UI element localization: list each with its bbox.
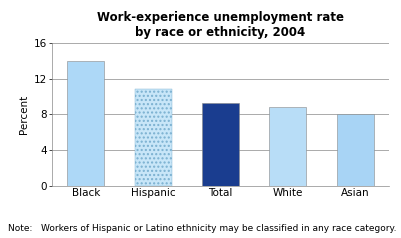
Bar: [67, 61, 104, 186]
Y-axis label: Percent: Percent: [19, 95, 29, 134]
Bar: [202, 103, 239, 186]
Bar: [269, 107, 306, 186]
Bar: [337, 114, 374, 186]
Bar: [135, 89, 172, 186]
Title: Work-experience unemployment rate
by race or ethnicity, 2004: Work-experience unemployment rate by rac…: [97, 11, 344, 39]
Text: Note:   Workers of Hispanic or Latino ethnicity may be classified in any race ca: Note: Workers of Hispanic or Latino ethn…: [8, 224, 397, 233]
